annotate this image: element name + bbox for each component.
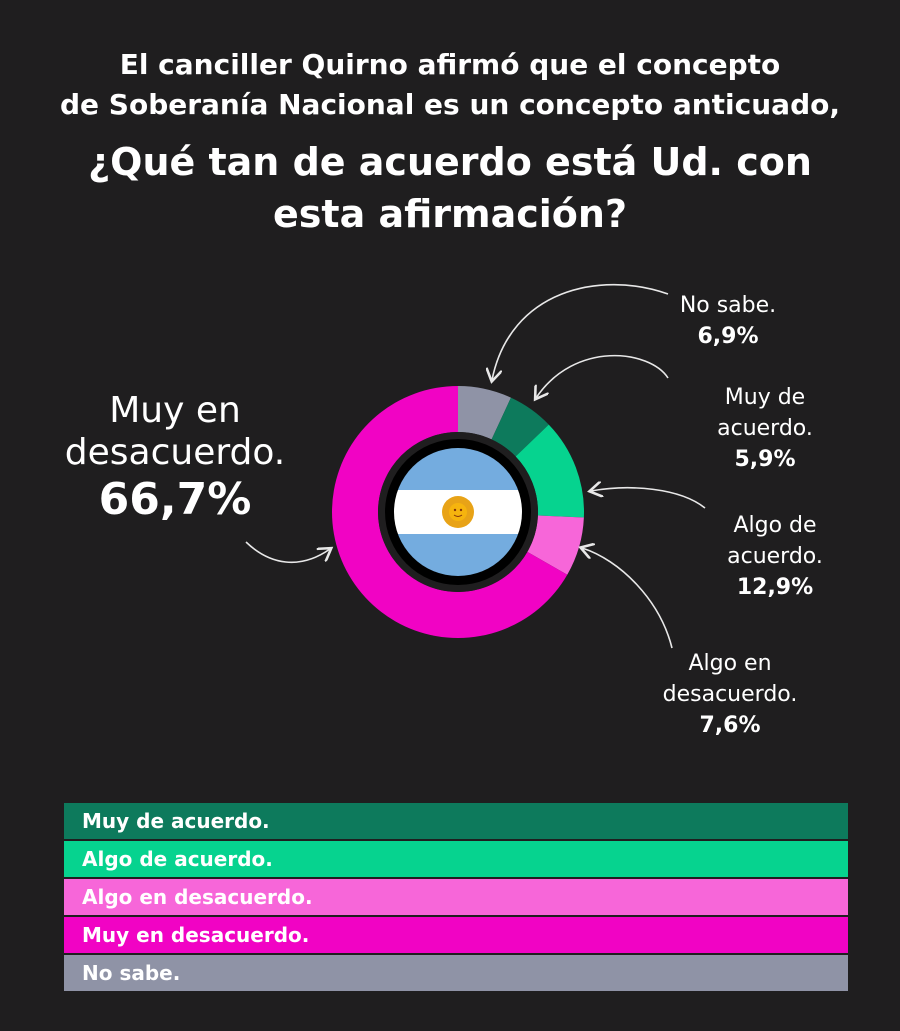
label-algo-de-acuerdo: Algo de acuerdo. 12,9%: [727, 513, 823, 600]
label-algo-en-desacuerdo: Algo en desacuerdo. 7,6%: [662, 651, 798, 738]
label-muy-de-acuerdo: Muy de acuerdo. 5,9%: [717, 385, 813, 472]
question-line-2: esta afirmación?: [273, 192, 627, 236]
legend-item: Algo en desacuerdo.: [64, 879, 848, 915]
legend: Muy de acuerdo. Algo de acuerdo. Algo en d…: [64, 803, 848, 993]
donut-slice-muy-de-acuerdo: [491, 397, 549, 457]
legend-item: Muy en desacuerdo.: [64, 917, 848, 953]
legend-item: Muy de acuerdo.: [64, 803, 848, 839]
callout-arrows: [245, 283, 706, 649]
question-line-1: ¿Qué tan de acuerdo está Ud. con: [88, 140, 812, 184]
donut-slice-no-sabe: [458, 386, 511, 440]
donut-slice-algo-de-acuerdo: [515, 424, 584, 518]
sun-of-may-icon: [442, 496, 474, 528]
label-muy-en-desacuerdo: Muy en desacuerdo. 66,7%: [64, 390, 286, 525]
legend-item: Algo de acuerdo.: [64, 841, 848, 877]
donut-slices: [332, 386, 584, 638]
legend-item: No sabe.: [64, 955, 848, 991]
donut-slice-muy-en-desacuerdo: [332, 386, 568, 638]
donut-slice-algo-en-desacuerdo: [527, 515, 584, 575]
subtitle-line-2: de Soberanía Nacional es un concepto ant…: [60, 88, 840, 121]
label-no-sabe: No sabe. 6,9%: [679, 293, 777, 349]
subtitle-line-1: El canciller Quirno afirmó que el concep…: [119, 48, 781, 81]
